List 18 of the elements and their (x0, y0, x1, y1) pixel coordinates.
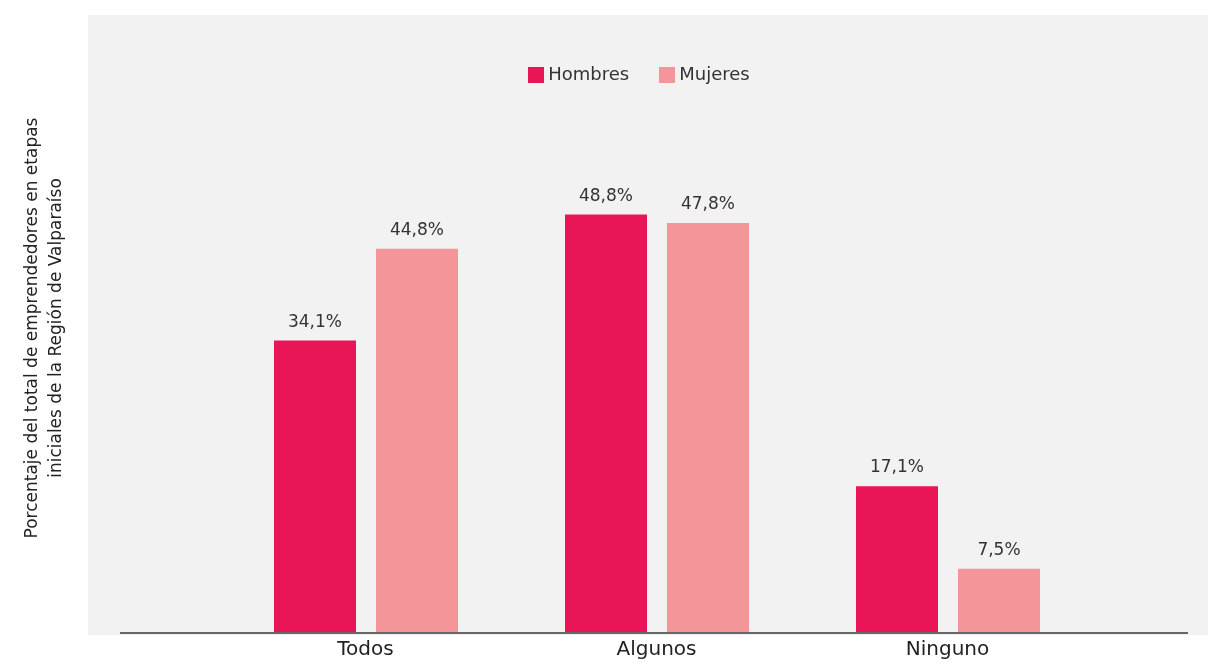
x-tick-label: Todos (336, 636, 394, 661)
data-label: 17,1% (869, 456, 925, 477)
bar (376, 248, 458, 633)
bar (274, 340, 356, 633)
x-tick-label: Ninguno (905, 636, 990, 661)
x-tick-label: Algunos (616, 636, 697, 661)
bar (958, 568, 1040, 633)
legend-label: Hombres (548, 63, 630, 84)
data-label: 44,8% (389, 218, 445, 239)
legend-label: Mujeres (679, 63, 750, 84)
bar (856, 486, 938, 633)
bar (667, 223, 749, 633)
data-label: 48,8% (578, 184, 634, 205)
data-label: 7,5% (977, 538, 1021, 559)
y-axis-title: Porcentaje del total de emprendedores en etapas iniciales de la Región de Valparaíso (20, 117, 66, 539)
data-label: 34,1% (287, 310, 343, 331)
bar (565, 214, 647, 633)
data-label: 47,8% (680, 193, 736, 214)
